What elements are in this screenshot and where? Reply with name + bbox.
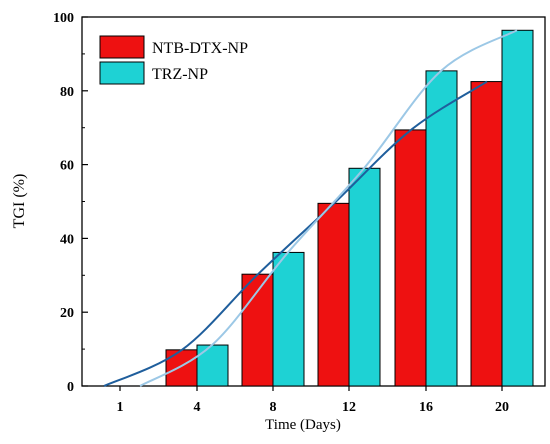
legend-swatch-trz-np (99, 61, 145, 85)
y-axis-label: TGI (%) (11, 174, 28, 229)
legend-swatch-ntb-dtx-np (99, 35, 145, 59)
bar-ntb-dtx-np-day-12 (317, 202, 350, 387)
y-tick-label: 80 (60, 85, 74, 100)
x-tick-label: 12 (342, 400, 356, 415)
x-tick-label: 4 (194, 400, 201, 415)
bar-trz-np-day-16 (425, 70, 458, 387)
trend-line-trz-np (139, 29, 518, 387)
legend-label-ntb-dtx-np: NTB-DTX-NP (152, 40, 248, 57)
y-tick-label: 60 (60, 159, 74, 174)
x-tick-label: 8 (270, 400, 277, 415)
bar-trz-np-day-12 (348, 167, 381, 387)
bar-ntb-dtx-np-day-4 (165, 349, 198, 387)
legend-label-trz-np: TRZ-NP (152, 66, 208, 83)
y-tick-label: 20 (60, 306, 74, 321)
x-tick-label: 16 (419, 400, 433, 415)
bar-ntb-dtx-np-day-16 (394, 129, 427, 387)
x-axis-label: Time (Days) (265, 417, 341, 433)
x-tick-label: 20 (495, 400, 509, 415)
y-tick-label: 40 (60, 232, 74, 247)
bar-ntb-dtx-np-day-20 (470, 81, 503, 387)
y-tick-label: 100 (53, 11, 74, 26)
bar-trz-np-day-4 (196, 344, 229, 387)
bar-trz-np-day-8 (272, 251, 305, 387)
trend-line-ntb-dtx-np (103, 80, 488, 387)
bar-trz-np-day-20 (501, 29, 534, 387)
x-tick-label: 1 (117, 400, 124, 415)
y-tick-label: 0 (67, 380, 74, 395)
